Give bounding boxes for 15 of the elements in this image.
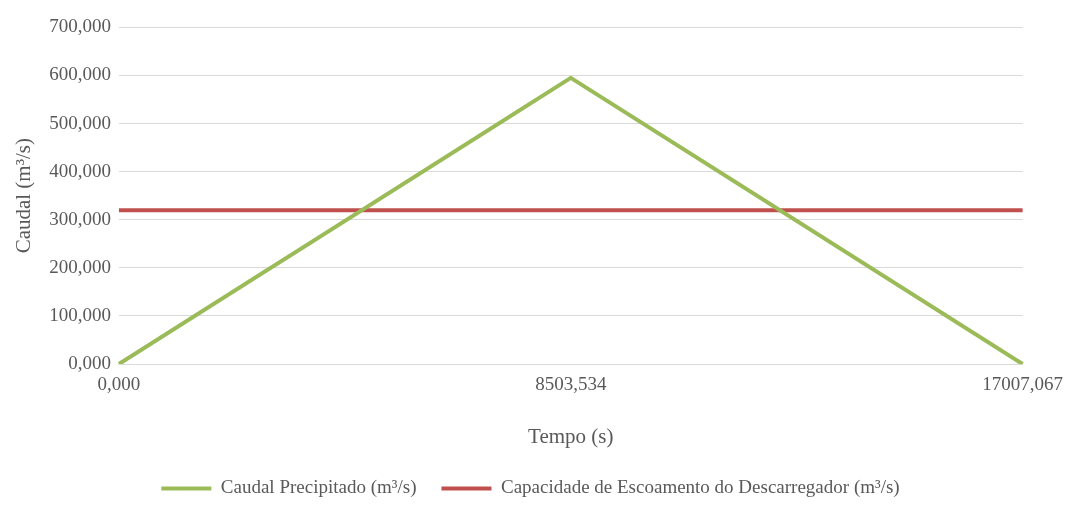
y-tick-label: 700,000 [49, 15, 111, 37]
x-tick-label: 17007,067 [982, 373, 1063, 395]
legend-label: Caudal Precipitado (m³/s) [220, 476, 417, 499]
y-tick-label: 500,000 [49, 111, 111, 133]
x-tick-label: 0,000 [97, 373, 141, 395]
y-tick-label: 200,000 [49, 255, 111, 277]
x-axis-title: Tempo (s) [528, 423, 614, 448]
y-axis-title: Caudal (m³/s) [11, 138, 36, 254]
y-tick-label: 400,000 [49, 159, 111, 181]
y-tick-label: 0,000 [68, 351, 111, 373]
y-tick-label: 100,000 [49, 303, 111, 325]
legend-label: Capacidade de Escoamento do Descarregador (m³/s) [500, 476, 900, 499]
y-tick-label: 300,000 [49, 207, 111, 229]
y-tick-label: 600,000 [49, 63, 111, 85]
x-tick-label: 8503,534 [535, 373, 607, 395]
